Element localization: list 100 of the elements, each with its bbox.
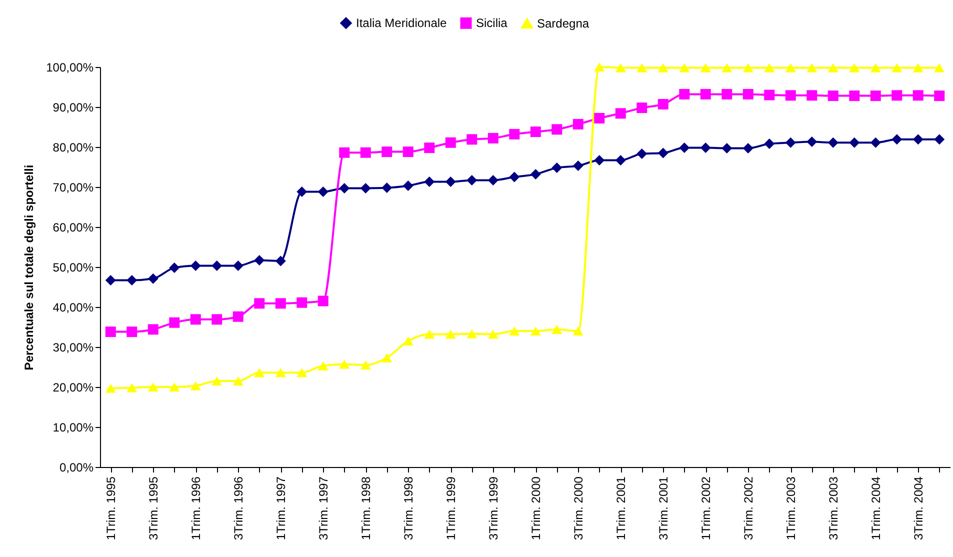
point (530, 168, 541, 180)
y-tick-label: 30,00% (52, 340, 94, 354)
point (360, 182, 371, 194)
point (636, 102, 648, 114)
point (169, 317, 180, 328)
x-tick-label: 1Trim. 2004 (869, 476, 884, 540)
y-axis-title: Percentuale sul totale degli sportelli (22, 164, 36, 370)
point (806, 90, 818, 101)
point (658, 148, 668, 158)
point (552, 324, 562, 334)
point (402, 146, 414, 158)
point (572, 118, 584, 130)
point (700, 142, 711, 154)
y-tick-label: 0,00% (59, 460, 94, 474)
point (700, 88, 711, 100)
point (148, 382, 158, 392)
point (572, 160, 584, 172)
x-tick-label: 1Trim. 2002 (699, 476, 714, 540)
y-tick-label: 100,00% (46, 60, 94, 74)
point (870, 90, 881, 102)
point (530, 326, 541, 336)
x-tick-label: 3Trim. 2001 (656, 476, 671, 540)
point (552, 162, 562, 174)
x-tick-label: 3Trim. 1999 (486, 476, 501, 540)
point (275, 256, 286, 266)
point (530, 126, 541, 138)
x-tick-label: 1Trim. 2000 (529, 476, 544, 540)
point (190, 260, 201, 272)
point (126, 326, 138, 338)
point (105, 384, 116, 393)
point (552, 124, 562, 135)
point (445, 176, 456, 188)
point (296, 186, 308, 198)
point (785, 63, 796, 72)
point (615, 63, 626, 72)
point (488, 330, 498, 339)
point (912, 63, 924, 72)
x-tick-label: 3Trim. 1996 (232, 476, 246, 540)
point (169, 382, 180, 392)
point (445, 137, 456, 148)
point (594, 112, 605, 124)
point (742, 142, 754, 154)
point (275, 368, 286, 378)
y-tick-label: 10,00% (52, 420, 94, 434)
point (912, 90, 924, 101)
y-tick-label: 80,00% (52, 140, 94, 154)
point (254, 254, 265, 266)
x-tick-label: 3Trim. 1995 (146, 476, 161, 540)
y-tick-label: 70,00% (52, 180, 94, 194)
point (466, 329, 478, 338)
point (318, 296, 328, 306)
x-tick-label: 3Trim. 1998 (402, 476, 416, 540)
point (934, 134, 945, 145)
point (402, 336, 414, 346)
point (382, 353, 392, 362)
point (339, 360, 350, 369)
point (892, 63, 902, 72)
point (424, 142, 435, 154)
point (870, 137, 881, 148)
legend-label: Sicilia (476, 16, 508, 30)
point (126, 274, 138, 286)
point (212, 260, 222, 272)
legend-label: Sardegna (537, 16, 590, 30)
x-tick-label: 1Trim. 2003 (784, 476, 798, 540)
point (169, 262, 180, 274)
point (849, 63, 860, 72)
point (658, 98, 668, 110)
x-tick-label: 3Trim. 2002 (742, 476, 756, 540)
point (700, 63, 711, 72)
x-tick-label: 1Trim. 1997 (274, 476, 288, 540)
point (742, 88, 754, 100)
point (722, 63, 732, 72)
point (466, 174, 478, 186)
point (296, 297, 308, 308)
point (828, 90, 838, 102)
point (828, 137, 838, 148)
point (190, 381, 201, 390)
point (148, 273, 158, 284)
x-tick-label: 1Trim. 1996 (189, 476, 204, 540)
point (509, 172, 520, 182)
point (382, 182, 392, 194)
point (764, 90, 775, 100)
point (232, 260, 244, 272)
point (212, 314, 222, 325)
point (254, 298, 265, 309)
point (572, 326, 584, 336)
point (785, 90, 796, 101)
point (892, 90, 902, 101)
point (339, 147, 350, 158)
x-tick-label: 3Trim. 1997 (316, 476, 331, 540)
y-tick-label: 60,00% (52, 220, 94, 234)
point (594, 62, 605, 72)
point (212, 376, 222, 386)
point (190, 314, 201, 325)
point (742, 63, 754, 72)
point (445, 330, 456, 339)
point (296, 368, 308, 378)
point (424, 176, 435, 188)
point (402, 180, 414, 192)
point (722, 88, 732, 100)
